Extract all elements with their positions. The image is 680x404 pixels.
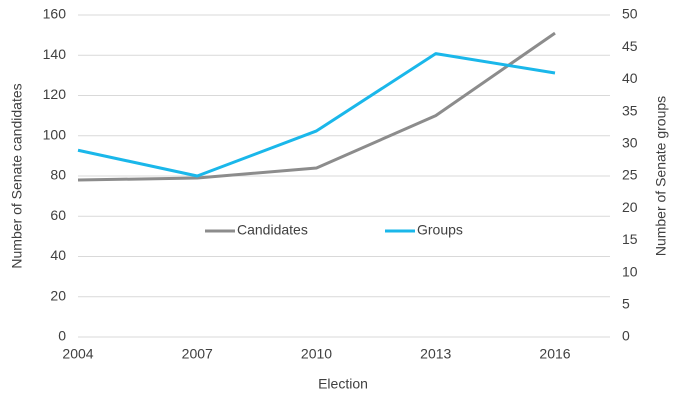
y2-tick-label: 15 [622,231,638,247]
y-tick-label: 0 [58,328,66,344]
y-tick-label: 80 [50,167,66,183]
y2-tick-label: 5 [622,296,630,312]
y-tick-label: 160 [43,6,67,22]
y-tick-label: 40 [50,247,66,263]
y2-tick-label: 50 [622,6,638,22]
y2-tick-label: 20 [622,199,638,215]
y-tick-label: 140 [43,46,67,62]
y-axis-label: Number of Senate candidates [9,83,25,268]
legend-label: Candidates [237,222,308,238]
series-line [77,52,556,178]
y2-tick-label: 35 [622,102,638,118]
x-tick-label: 2007 [182,346,213,362]
y-tick-label: 120 [43,86,67,102]
y-tick-label: 20 [50,287,66,303]
y2-tick-label: 45 [622,38,638,54]
y2-tick-label: 40 [622,70,638,86]
x-tick-label: 2013 [420,346,451,362]
series-line [77,31,556,182]
y-tick-label: 100 [43,126,67,142]
y2-tick-label: 25 [622,167,638,183]
x-tick-label: 2004 [62,346,93,362]
y-tick-label: 60 [50,207,66,223]
y2-tick-label: 30 [622,135,638,151]
legend-label: Groups [417,222,463,238]
y2-axis-label: Number of Senate groups [653,96,669,256]
x-tick-label: 2016 [539,346,570,362]
y2-tick-label: 0 [622,328,630,344]
x-tick-label: 2010 [301,346,332,362]
x-axis-label: Election [318,376,368,392]
y2-tick-label: 10 [622,263,638,279]
